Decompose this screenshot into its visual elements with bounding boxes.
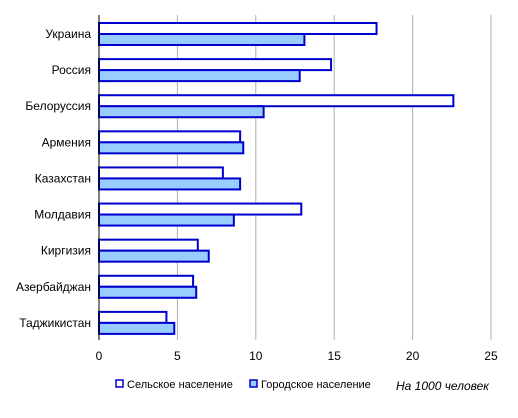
bar-urban bbox=[98, 321, 176, 335]
bar-urban bbox=[98, 69, 301, 83]
bar-rural bbox=[98, 310, 168, 324]
category-labels: Украина Россия Белоруссия Армения Казахстан М… bbox=[16, 27, 91, 330]
unit-note: На 1000 человек bbox=[396, 379, 490, 393]
category-label: Россия bbox=[52, 63, 91, 77]
bar-urban bbox=[98, 105, 265, 119]
bars bbox=[98, 22, 455, 335]
bar-urban bbox=[98, 141, 245, 155]
bar-urban bbox=[98, 213, 235, 227]
category-label: Азербайджан bbox=[16, 280, 91, 294]
x-tick-labels: 0 5 10 15 20 25 bbox=[96, 349, 498, 363]
legend-label-rural: Сельское население bbox=[127, 379, 233, 391]
bar-rural bbox=[98, 94, 455, 108]
bar-urban bbox=[98, 177, 242, 191]
x-tick-label: 15 bbox=[328, 349, 342, 363]
category-label: Белоруссия bbox=[25, 99, 91, 113]
bar-urban bbox=[98, 33, 306, 46]
bar-rural bbox=[98, 22, 378, 35]
category-label: Казахстан bbox=[35, 171, 91, 185]
legend-swatch-rural bbox=[115, 379, 124, 388]
bar-urban bbox=[98, 249, 210, 263]
legend: Сельское население Городское население bbox=[115, 379, 371, 391]
legend-swatch-urban bbox=[249, 379, 258, 388]
x-tick-label: 5 bbox=[174, 349, 181, 363]
bar-rural bbox=[98, 58, 333, 72]
legend-label-urban: Городское население bbox=[261, 379, 371, 391]
x-tick-label: 0 bbox=[96, 349, 103, 363]
bar-rural bbox=[98, 166, 224, 180]
bar-rural bbox=[98, 202, 303, 216]
category-label: Молдавия bbox=[34, 208, 91, 222]
bar-rural bbox=[98, 238, 199, 252]
bar-rural bbox=[98, 130, 242, 144]
category-label: Киргизия bbox=[41, 244, 91, 258]
bar-urban bbox=[98, 285, 198, 299]
bar-rural bbox=[98, 274, 195, 288]
category-label: Таджикистан bbox=[19, 316, 91, 330]
x-tick-label: 25 bbox=[484, 349, 498, 363]
category-label: Армения bbox=[42, 135, 91, 149]
x-tick-label: 20 bbox=[406, 349, 420, 363]
x-tick-label: 10 bbox=[249, 349, 263, 363]
category-label: Украина bbox=[45, 27, 91, 41]
